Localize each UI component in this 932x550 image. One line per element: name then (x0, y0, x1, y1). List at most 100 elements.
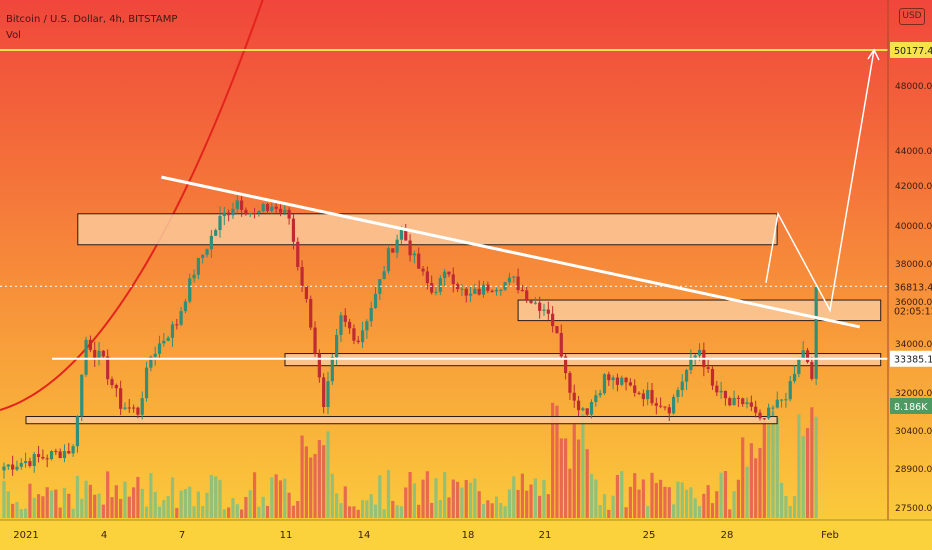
candle-body (736, 397, 740, 399)
support-price-label: 33385.17 (894, 355, 932, 366)
volume-bar (192, 506, 196, 518)
candle-body (762, 418, 766, 420)
volume-bar (317, 440, 321, 518)
volume-bar (585, 449, 589, 518)
candle-body (192, 274, 196, 279)
volume-indicator-label: Vol (6, 30, 21, 41)
candle-body (67, 451, 71, 454)
volume-bar (330, 473, 334, 518)
candle-body (468, 293, 473, 296)
candle-body (97, 350, 101, 358)
volume-bar (97, 493, 101, 518)
candle-body (231, 208, 235, 216)
volume-bar (507, 489, 512, 518)
candle-body (499, 289, 503, 291)
lower-support-zone[interactable] (25, 416, 778, 425)
candle-body (628, 382, 632, 386)
volume-bar (762, 421, 766, 518)
volume-bar (313, 453, 317, 518)
candle-body (170, 324, 175, 338)
candle-body (693, 355, 697, 358)
volume-bar (80, 498, 84, 518)
volume-bar (628, 486, 632, 518)
candle-body (697, 349, 702, 356)
candle-body (404, 228, 408, 241)
candle-body (373, 293, 378, 309)
volume-bar (551, 402, 555, 518)
volume-bar (175, 507, 179, 518)
candle-body (222, 212, 226, 217)
candle-body (93, 349, 97, 358)
candle-body (2, 466, 6, 471)
volume-bar (395, 505, 399, 518)
candle-body (106, 356, 110, 380)
price-tick-label: 27500.00 (895, 504, 932, 514)
volume-bars (2, 402, 818, 518)
candle-body (149, 356, 153, 368)
mid-resistance-zone[interactable] (517, 299, 882, 322)
candle-body (188, 278, 192, 302)
volume-bar (11, 503, 15, 518)
resistance-trend-line[interactable] (161, 175, 861, 329)
volume-bar (663, 486, 667, 518)
volume-bar (378, 475, 382, 518)
volume-bar (784, 496, 788, 518)
time-tick-label: 25 (643, 530, 656, 541)
volume-bar (650, 472, 654, 518)
candle-body (456, 284, 460, 290)
volume-bar (494, 496, 499, 518)
candle-body (680, 381, 684, 391)
volume-bar (270, 477, 274, 518)
candle-body (486, 284, 490, 291)
candle-body (598, 393, 602, 396)
candle-body (546, 309, 550, 314)
candle-body (684, 370, 689, 382)
volume-bar (581, 413, 585, 518)
volume-bar (296, 501, 300, 518)
candle-body (745, 402, 749, 405)
price-tick-label: 36000.00 (895, 298, 932, 308)
candle-body (758, 412, 762, 419)
candle-body (119, 388, 123, 409)
volume-bar (214, 476, 218, 518)
volume-bar (41, 496, 45, 518)
volume-bar (589, 473, 594, 518)
volume-bar (749, 443, 753, 518)
volume-bar (754, 458, 758, 518)
candle-body (650, 390, 654, 404)
candle-body (360, 330, 365, 343)
candle-body (88, 339, 92, 350)
volume-bar (248, 490, 252, 518)
candles (2, 191, 818, 479)
candle-body (434, 291, 438, 293)
candle-body (797, 359, 801, 374)
volume-bar (559, 438, 563, 518)
last-price-label: 36813.46 (894, 282, 932, 293)
candle-body (728, 398, 732, 406)
candle-body (49, 451, 54, 460)
volume-bar (391, 500, 395, 518)
currency-button[interactable]: USD (899, 8, 925, 25)
candle-body (525, 290, 529, 301)
projection-path[interactable] (765, 49, 875, 313)
candle-body (780, 399, 784, 401)
parabolic-curve-line[interactable] (0, 0, 300, 411)
candle-body (278, 208, 283, 213)
volume-bar (697, 506, 702, 518)
candle-body (153, 353, 157, 357)
candle-body (339, 315, 343, 335)
candle-body (196, 257, 200, 275)
volume-bar (602, 494, 607, 518)
candle-body (814, 286, 818, 379)
volume-bar (443, 472, 447, 518)
volume-bar (676, 481, 680, 518)
volume-bar (231, 498, 235, 518)
volume-bar (127, 496, 131, 518)
volume-bar (451, 479, 455, 518)
volume-bar (728, 509, 732, 518)
upper-resistance-zone[interactable] (77, 213, 778, 246)
volume-bar (421, 479, 425, 518)
candle-body (15, 466, 19, 470)
candle-body (620, 377, 624, 385)
